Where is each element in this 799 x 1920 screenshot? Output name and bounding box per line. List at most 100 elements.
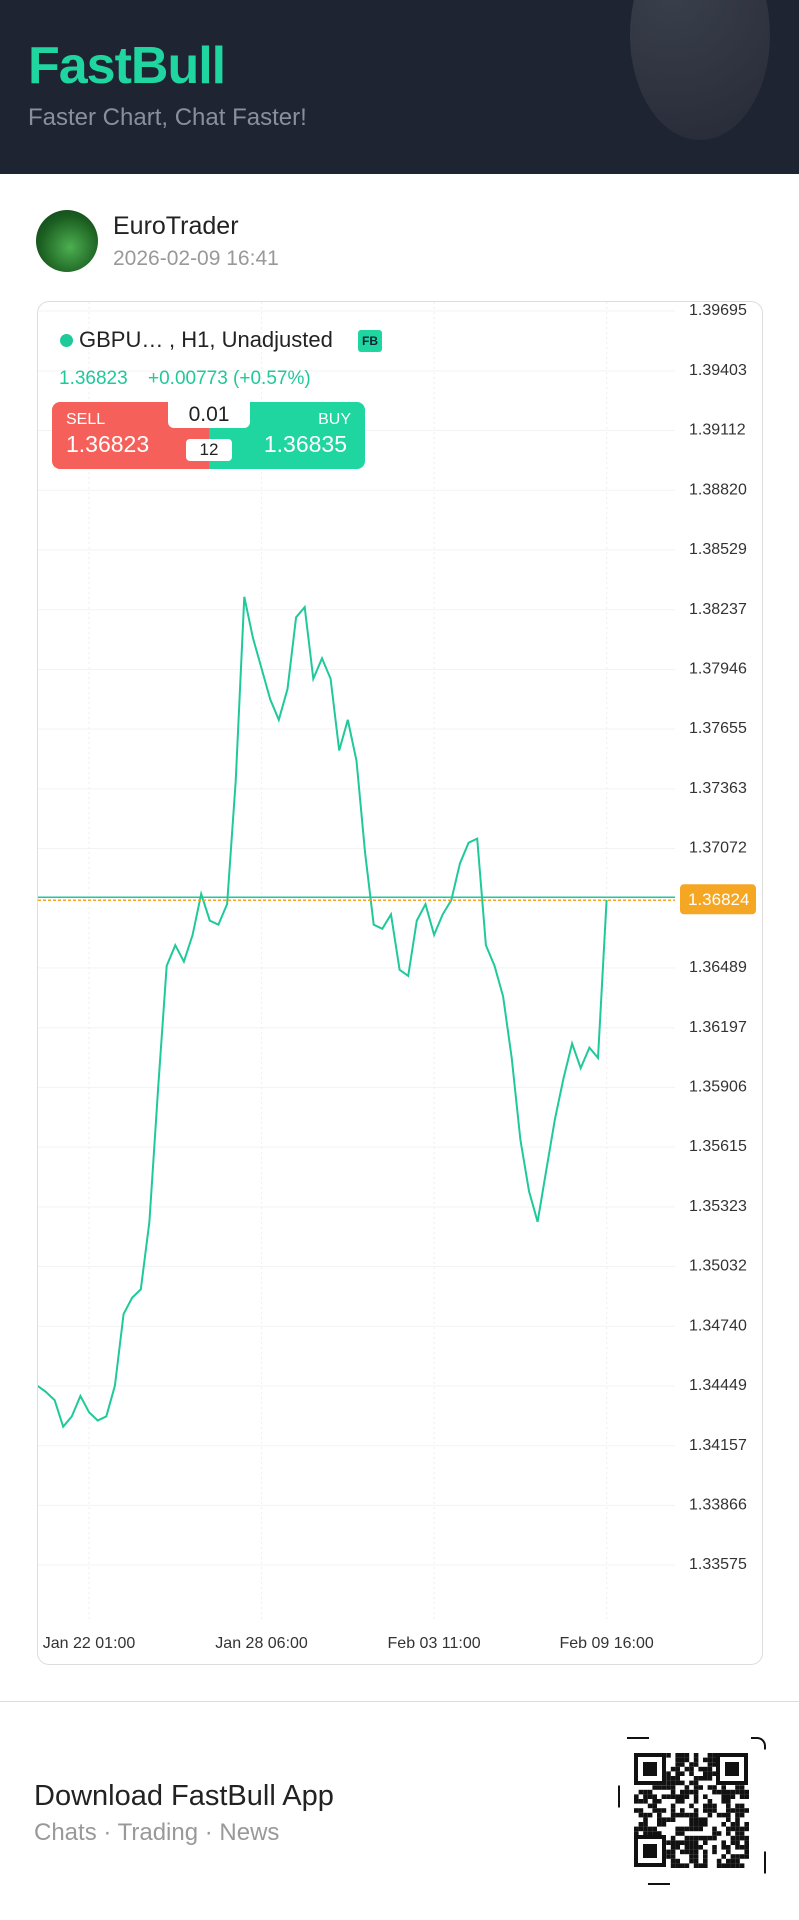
qr-cell — [735, 1863, 740, 1868]
qr-cell — [675, 1826, 680, 1832]
y-tick-label: 1.36197 — [689, 1019, 747, 1036]
qr-cell — [643, 1826, 648, 1832]
qr-cell — [698, 1817, 703, 1822]
qr-cell — [684, 1794, 690, 1799]
qr-cell — [726, 1831, 731, 1836]
qr-cell — [652, 1826, 657, 1832]
qr-cell — [693, 1799, 699, 1804]
qr-cell — [739, 1854, 745, 1859]
qr-cell — [652, 1803, 657, 1809]
qr-cell — [666, 1840, 671, 1845]
qr-cell — [652, 1794, 657, 1799]
qr-cell — [698, 1822, 703, 1827]
qr-cell — [652, 1799, 657, 1804]
price-tag-label: 1.36824 — [688, 890, 749, 909]
qr-cell — [670, 1780, 676, 1786]
qr-cell — [726, 1812, 731, 1818]
qr-cell — [657, 1799, 662, 1804]
qr-cell — [735, 1858, 740, 1864]
qr-cell — [647, 1803, 653, 1809]
qr-cell — [675, 1858, 680, 1864]
qr-cell — [712, 1849, 717, 1855]
sell-price: 1.36823 — [66, 431, 150, 457]
qr-cell — [730, 1789, 736, 1795]
qr-cell — [643, 1817, 648, 1822]
qr-cell — [634, 1826, 639, 1832]
qr-cell — [634, 1799, 639, 1804]
qr-cell — [716, 1831, 722, 1836]
qr-cell — [744, 1854, 749, 1859]
qr-cell — [739, 1808, 745, 1813]
qr-cell — [744, 1808, 749, 1813]
qr-cell — [726, 1799, 731, 1804]
price-tag — [680, 884, 756, 915]
divider — [0, 1701, 799, 1702]
trade-box: SELL 1.36823 BUY 1.36835 0.01 12 — [52, 402, 365, 469]
qr-cell — [670, 1789, 676, 1795]
qr-cell — [689, 1789, 694, 1795]
y-tick-label: 1.34449 — [689, 1377, 747, 1394]
qr-cell — [730, 1858, 736, 1864]
qr-cell — [652, 1785, 657, 1790]
qr-cell — [652, 1808, 657, 1813]
qr-cell — [703, 1776, 708, 1781]
qr-cell — [670, 1808, 676, 1813]
qr-cell — [693, 1812, 699, 1818]
qr-cell — [730, 1835, 736, 1841]
y-tick-label: 1.33575 — [689, 1556, 747, 1573]
qr-cell — [739, 1845, 745, 1850]
qr-cell — [721, 1785, 726, 1790]
qr-cell — [675, 1799, 680, 1804]
qr-cell — [703, 1863, 708, 1868]
qr-cell — [721, 1840, 726, 1845]
qr-cell — [643, 1789, 648, 1795]
qr-cell — [684, 1826, 690, 1832]
qr-cell — [661, 1822, 667, 1827]
dot — [60, 334, 73, 347]
qr-cell — [703, 1766, 708, 1772]
qr-cell — [680, 1840, 685, 1845]
qr-cell — [670, 1858, 676, 1864]
qr-cell — [670, 1835, 676, 1841]
qr-cell — [666, 1771, 671, 1776]
qr-cell — [689, 1771, 694, 1776]
qr-cell — [698, 1863, 703, 1868]
qr-cell — [675, 1780, 680, 1786]
qr-cell — [689, 1822, 694, 1827]
qr-cell — [670, 1840, 676, 1845]
qr-cell — [712, 1826, 717, 1832]
y-tick-label: 1.35906 — [689, 1079, 747, 1096]
qr-cell — [744, 1789, 749, 1795]
x-tick-label: Feb 03 11:00 — [388, 1635, 481, 1652]
decor — [630, 0, 770, 140]
qr-cell — [698, 1845, 703, 1850]
qr-cell — [666, 1794, 671, 1799]
qr-cell — [661, 1794, 667, 1799]
qr-cell — [712, 1753, 717, 1758]
qr-cell — [707, 1812, 713, 1818]
qr-cell — [735, 1789, 740, 1795]
qr-cell — [647, 1789, 653, 1795]
qr-cell — [666, 1849, 671, 1855]
qr-cell — [726, 1858, 731, 1864]
qr-cell — [670, 1863, 676, 1868]
qr-cell — [735, 1822, 740, 1827]
lot[interactable]: 0.01 — [168, 402, 250, 428]
x-tick-label: Jan 22 01:00 — [43, 1635, 136, 1652]
y-tick-label: 1.39695 — [689, 302, 747, 319]
buy-label: BUY — [318, 411, 351, 428]
qr-cell — [712, 1831, 717, 1836]
qr-cell — [661, 1817, 667, 1822]
qr-cell — [735, 1812, 740, 1818]
buy-price: 1.36835 — [263, 431, 347, 457]
qr-cell — [707, 1803, 713, 1809]
qr-cell — [730, 1854, 736, 1859]
qr-cell — [634, 1831, 639, 1836]
qr-cell — [684, 1766, 690, 1772]
qr-cell — [721, 1794, 726, 1799]
qr-cell — [698, 1835, 703, 1841]
qr-cell — [684, 1757, 690, 1763]
qr-cell — [703, 1757, 708, 1763]
qr-cell — [675, 1757, 680, 1763]
